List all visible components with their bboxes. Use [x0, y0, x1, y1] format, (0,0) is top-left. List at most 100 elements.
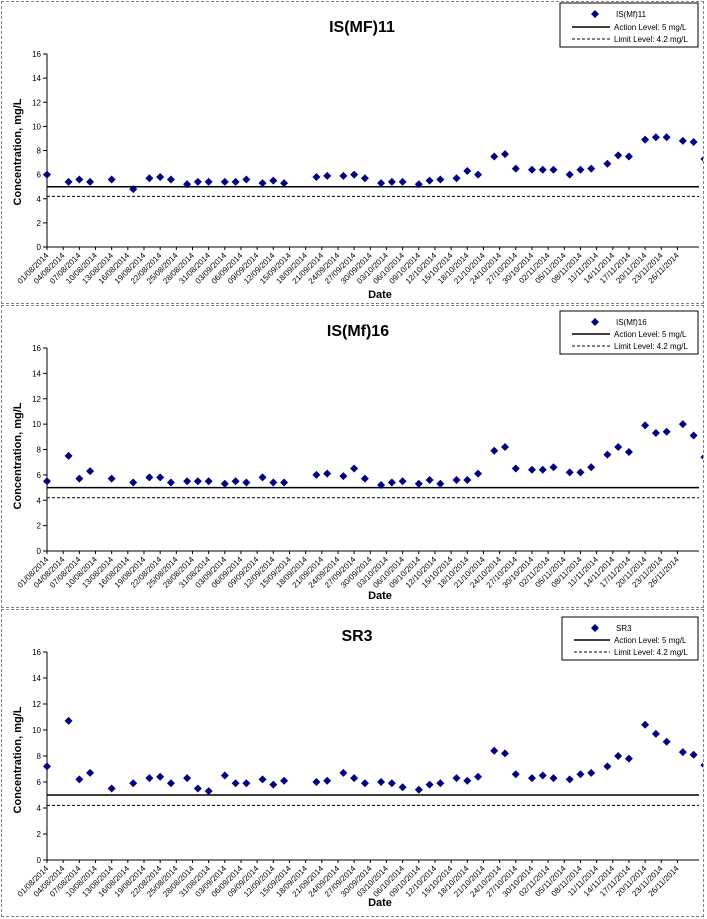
data-point — [129, 779, 138, 788]
data-point — [700, 454, 703, 460]
data-point — [398, 783, 407, 792]
chart-panel-1: IS(MF)11 Concentration, mg/L Date IS(Mf)… — [1, 1, 704, 304]
data-point — [452, 475, 461, 484]
data-point — [614, 752, 623, 760]
data-point — [312, 173, 321, 182]
data-point — [587, 164, 596, 173]
x-axis-label: Date — [368, 590, 392, 602]
data-point — [43, 762, 51, 771]
legend-entry-series: IS(Mf)16 — [616, 318, 647, 327]
chart-title: IS(MF)11 — [329, 19, 395, 36]
data-point — [452, 774, 461, 783]
plot-area: 024681012141601/08/201404/08/201407/08/2… — [16, 344, 703, 590]
legend-entry-limit-level: Limit Level: 4.2 mg/L — [614, 35, 688, 44]
data-point — [662, 427, 671, 436]
data-point — [678, 748, 687, 757]
data-point — [193, 177, 202, 186]
data-point — [414, 479, 423, 488]
data-point — [360, 474, 369, 483]
data-point — [425, 176, 434, 185]
chart-title: IS(Mf)16 — [327, 323, 389, 340]
y-tick-label: 6 — [37, 471, 42, 480]
data-point — [242, 478, 251, 487]
data-point — [377, 179, 386, 188]
data-point — [258, 473, 267, 482]
data-point — [425, 780, 434, 789]
data-point — [377, 481, 386, 490]
data-point — [398, 477, 407, 486]
y-tick-label: 12 — [32, 395, 41, 404]
legend-box — [559, 310, 699, 355]
legend-entry-action-level: Action Level: 5 mg/L — [614, 636, 687, 645]
plot-area: 024681012141601/08/201404/08/201407/08/2… — [16, 648, 703, 899]
data-point — [220, 771, 229, 780]
data-point — [339, 472, 348, 481]
y-tick-label: 16 — [32, 50, 41, 59]
data-point — [527, 465, 536, 474]
y-tick-label: 8 — [37, 446, 42, 455]
data-point — [166, 779, 175, 788]
y-tick-label: 14 — [32, 674, 41, 683]
data-point — [156, 173, 165, 182]
data-point — [474, 170, 483, 179]
data-point — [414, 785, 423, 794]
data-point — [312, 470, 321, 479]
data-point — [549, 165, 558, 174]
chart-3-svg: SR3 Concentration, mg/L Date SR3 Action … — [12, 616, 703, 909]
legend: SR3 Action Level: 5 mg/L Limit Level: 4.… — [561, 616, 699, 661]
y-tick-label: 10 — [32, 726, 41, 735]
data-point — [377, 778, 386, 786]
data-point — [436, 779, 445, 788]
data-point — [614, 442, 623, 451]
y-tick-label: 0 — [37, 243, 42, 252]
data-point — [474, 469, 483, 478]
data-point — [258, 179, 267, 188]
data-point — [75, 175, 84, 184]
data-point — [269, 780, 278, 789]
data-point — [350, 170, 359, 179]
data-point — [689, 431, 698, 440]
data-point — [323, 171, 332, 180]
data-point — [193, 477, 202, 486]
data-point — [280, 478, 289, 487]
y-tick-label: 12 — [32, 700, 41, 709]
data-point — [414, 180, 423, 189]
y-tick-label: 2 — [37, 830, 42, 839]
data-point — [511, 770, 520, 779]
data-point — [463, 167, 472, 176]
legend-box — [561, 616, 699, 661]
data-point — [651, 729, 660, 738]
data-point — [463, 475, 472, 484]
data-point — [587, 768, 596, 777]
data-point — [166, 478, 175, 487]
data-point — [339, 768, 348, 777]
y-tick-label: 8 — [37, 752, 42, 761]
data-point — [549, 463, 558, 472]
data-point — [145, 774, 154, 783]
data-point — [75, 775, 84, 784]
data-point — [156, 473, 165, 482]
data-point — [565, 468, 574, 477]
data-point — [624, 152, 633, 161]
data-point — [700, 156, 703, 162]
data-point — [398, 177, 407, 186]
data-point — [624, 448, 633, 457]
plot-area: 024681012141601/08/201404/08/201407/08/2… — [16, 50, 703, 286]
data-point — [527, 774, 536, 783]
data-point — [107, 175, 116, 184]
data-point — [387, 177, 396, 186]
data-point — [700, 762, 703, 768]
data-point — [501, 150, 510, 159]
data-point — [387, 478, 396, 487]
data-point — [107, 784, 116, 793]
data-point — [204, 177, 213, 186]
data-point — [662, 133, 671, 142]
data-point — [156, 772, 165, 781]
data-point — [183, 774, 192, 783]
data-point — [576, 468, 585, 477]
data-point — [576, 165, 585, 174]
data-point — [651, 429, 660, 438]
data-point — [549, 774, 558, 783]
data-point — [350, 774, 359, 783]
